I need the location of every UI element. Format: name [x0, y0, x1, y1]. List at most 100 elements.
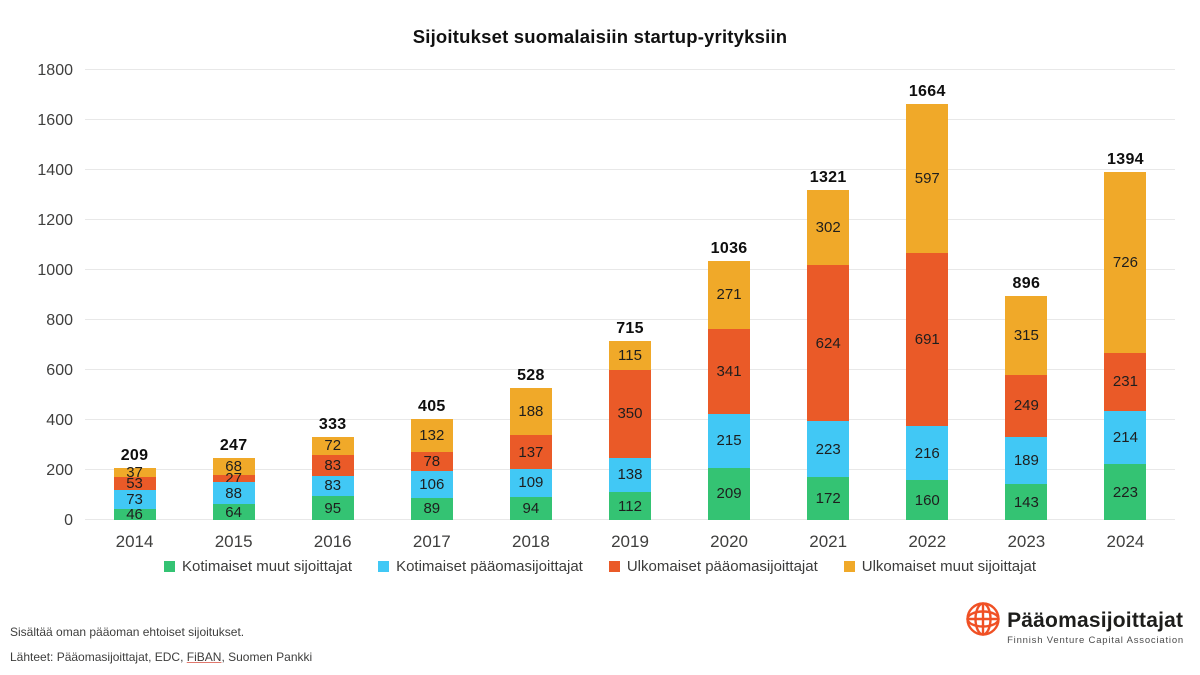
bar-2021: 172 223 624 302 [807, 189, 850, 520]
legend-item: Kotimaiset pääomasijoittajat [378, 558, 583, 575]
bar-total-label: 1321 [809, 168, 847, 186]
bar-segment: 115 [608, 341, 651, 370]
bar-segment: 209 [708, 467, 751, 520]
bar-segment: 302 [807, 189, 850, 266]
bar-total-label: 333 [318, 415, 347, 433]
bar-segment: 73 [113, 490, 156, 509]
bar-segment: 94 [509, 496, 552, 520]
bar-segment: 83 [311, 454, 354, 476]
bar-segment: 89 [410, 497, 453, 520]
bar-segment: 72 [311, 436, 354, 455]
logo-subtitle: Finnish Venture Capital Association [1007, 635, 1184, 646]
bar-segment: 109 [509, 469, 552, 497]
bar-segment: 138 [608, 457, 651, 492]
bar-segment: 214 [1104, 410, 1147, 465]
y-axis-tick-label: 1800 [37, 62, 73, 79]
x-axis-label: 2021 [809, 532, 848, 551]
bar-2022: 160 216 691 597 [906, 104, 949, 520]
bar-segment: 27 [212, 470, 255, 487]
x-axis-label: 2016 [313, 532, 352, 551]
bar-segment: 350 [608, 370, 651, 458]
bar-segment: 132 [410, 418, 453, 452]
bar-segment: 46 [113, 506, 156, 523]
x-axis-label: 2024 [1106, 532, 1145, 551]
bar-column-2018: 528 94 109 137 188 2018 [481, 60, 580, 551]
gridline [85, 169, 1175, 170]
bar-total-label: 1394 [1107, 150, 1144, 168]
y-axis-tick-label: 1400 [37, 162, 73, 179]
footnote-sources: Lähteet: Pääomasijoittajat, EDC, FiBAN, … [10, 645, 312, 670]
x-axis-label: 2023 [1007, 532, 1046, 551]
bar-total-label: 209 [120, 446, 149, 464]
legend-label: Kotimaiset muut sijoittajat [182, 558, 353, 575]
bar-column-2020: 1036 209 215 341 271 2020 [680, 60, 779, 551]
bar-column-2019: 715 112 138 350 115 2019 [580, 60, 679, 551]
bar-2023: 143 189 249 315 [1005, 296, 1048, 520]
bar-segment: 37 [113, 464, 156, 481]
sources-prefix: Lähteet: Pääomasijoittajat, EDC, [10, 650, 187, 664]
bar-segment: 188 [509, 388, 552, 435]
bar-segment: 95 [311, 496, 354, 520]
y-axis-tick-label: 1200 [37, 212, 73, 229]
fiban-link[interactable]: FiBAN [186, 650, 222, 664]
x-axis-label: 2022 [908, 532, 947, 551]
legend: Kotimaiset muut sijoittajat Kotimaiset pä… [0, 558, 1200, 575]
legend-color-swatch [608, 561, 620, 572]
bar-segment: 231 [1104, 353, 1147, 411]
bar-column-2023: 896 143 189 249 315 2023 [977, 60, 1076, 551]
bar-2017: 89 106 78 132 [410, 418, 453, 520]
gridline [85, 319, 1175, 320]
y-axis-tick-label: 800 [46, 312, 73, 329]
bar-segment: 691 [906, 253, 949, 426]
x-axis-label: 2014 [115, 532, 154, 551]
bar-total-label: 405 [418, 397, 446, 415]
bar-segment: 223 [1104, 464, 1147, 520]
sources-suffix: , Suomen Pankki [221, 650, 313, 664]
x-axis-label: 2020 [710, 532, 748, 551]
bar-segment: 726 [1104, 171, 1147, 353]
bar-segment: 172 [807, 477, 850, 520]
bar-segment: 315 [1005, 296, 1048, 375]
bar-column-2024: 1394 223 214 231 726 2024 [1076, 60, 1175, 551]
bar-segment: 64 [212, 504, 255, 521]
bar-segment: 137 [509, 435, 552, 470]
gridline [85, 69, 1175, 70]
bar-segment: 624 [807, 265, 850, 422]
bar-total-label: 896 [1012, 275, 1041, 292]
gridline [85, 119, 1175, 120]
bar-segment: 271 [708, 261, 751, 329]
bar-segment: 597 [906, 104, 949, 254]
globe-icon [962, 594, 1004, 649]
bar-segment: 215 [708, 414, 751, 468]
logo-text: Pääomasijoittajat Finnish Venture Capita… [1007, 609, 1184, 646]
bar-segment: 249 [1005, 374, 1048, 437]
bar-2024: 223 214 231 726 [1104, 171, 1147, 520]
y-axis-tick-label: 0 [64, 512, 73, 529]
chart-canvas: 0 200 400 600 800 1000 1200 1400 1600 1800 209 46 73… [37, 60, 1175, 551]
footnotes: Sisältää oman pääoman ehtoiset sijoituks… [10, 620, 312, 670]
y-axis-tick-label: 600 [46, 362, 73, 379]
x-axis-label: 2018 [511, 532, 550, 551]
bar-segment: 53 [113, 475, 156, 492]
legend-item: Kotimaiset muut sijoittajat [164, 558, 352, 575]
bar-segment: 143 [1005, 484, 1048, 520]
x-axis-label: 2017 [412, 532, 451, 551]
legend-color-swatch [164, 561, 175, 572]
bar-column-2021: 1321 172 223 624 302 2021 [779, 60, 878, 551]
bar-total-label: 528 [517, 367, 545, 384]
legend-item: Ulkomaiset muut sijoittajat [843, 558, 1036, 575]
bar-2019: 112 138 350 115 [608, 341, 651, 520]
bar-segment: 106 [410, 471, 453, 498]
bar-segment: 223 [807, 421, 850, 477]
bar-total-label: 1036 [710, 240, 748, 257]
bar-segment: 216 [906, 426, 949, 480]
bar-column-2014: 209 46 73 53 37 2014 [85, 60, 184, 551]
bar-column-2022: 1664 160 216 691 597 2022 [878, 60, 977, 551]
y-axis-tick-label: 200 [46, 462, 73, 479]
bar-2018: 94 109 137 188 [509, 388, 552, 520]
legend-label: Ulkomaiset muut sijoittajat [861, 558, 1036, 575]
footnote-note: Sisältää oman pääoman ehtoiset sijoituks… [10, 625, 245, 639]
bar-segment: 83 [311, 475, 354, 497]
bar-segment: 189 [1005, 437, 1048, 485]
